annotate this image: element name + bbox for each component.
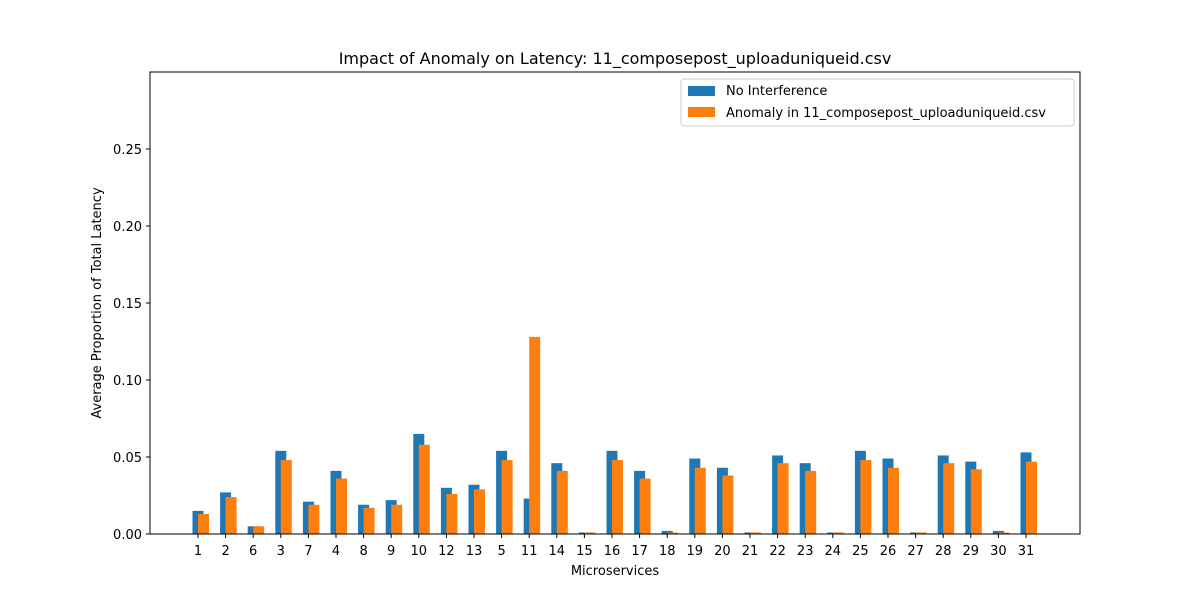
- y-axis-ticks: 0.00 0.05 0.10 0.15 0.20 0.25: [113, 143, 150, 543]
- bar-anomaly-10: [418, 444, 430, 534]
- x-tick-label-24: 24: [825, 544, 842, 559]
- x-tick-label-8: 8: [359, 544, 367, 559]
- bar-anomaly-17: [639, 478, 651, 534]
- bar-anomaly-25: [860, 460, 872, 534]
- bar-anomaly-3: [280, 460, 292, 534]
- x-tick-label-16: 16: [604, 544, 621, 559]
- bar-anomaly-31: [1026, 461, 1037, 534]
- bar-anomaly-27: [915, 532, 927, 534]
- x-tick-label-4: 4: [332, 544, 340, 559]
- bar-anomaly-29: [970, 469, 982, 534]
- bar-anomaly-30: [998, 532, 1010, 534]
- x-tick-label-28: 28: [935, 544, 952, 559]
- bars-layer: [192, 336, 1037, 534]
- x-tick-label-25: 25: [852, 544, 869, 559]
- y-tick-label-0.15: 0.15: [113, 297, 142, 312]
- bar-anomaly-24: [832, 532, 844, 534]
- chart-title: Impact of Anomaly on Latency: 11_compose…: [339, 49, 892, 69]
- legend-label-anomaly: Anomaly in 11_composepost_uploaduniqueid…: [726, 106, 1046, 121]
- y-tick-label-0.05: 0.05: [113, 451, 142, 466]
- bar-anomaly-16: [612, 460, 623, 534]
- x-tick-label-20: 20: [714, 544, 731, 559]
- x-tick-label-7: 7: [304, 544, 312, 559]
- x-tick-label-15: 15: [576, 544, 593, 559]
- x-tick-label-30: 30: [990, 544, 1007, 559]
- legend-swatch-anomaly: [688, 107, 715, 117]
- legend-swatch-no-interference: [688, 86, 715, 96]
- x-tick-label-1: 1: [194, 544, 202, 559]
- bar-anomaly-15: [584, 532, 596, 534]
- x-tick-label-11: 11: [521, 544, 538, 559]
- bar-anomaly-13: [474, 489, 485, 534]
- bar-anomaly-26: [888, 467, 899, 534]
- y-tick-label-0.00: 0.00: [113, 528, 142, 543]
- bar-no-interference-18: [661, 530, 673, 534]
- x-tick-label-21: 21: [742, 544, 759, 559]
- bar-anomaly-20: [722, 475, 734, 534]
- y-axis-label: Average Proportion of Total Latency: [90, 187, 105, 419]
- x-tick-label-17: 17: [631, 544, 648, 559]
- y-tick-label-0.25: 0.25: [113, 143, 142, 158]
- x-tick-label-3: 3: [277, 544, 285, 559]
- x-tick-label-31: 31: [1018, 544, 1035, 559]
- legend: No Interference Anomaly in 11_composepos…: [680, 78, 1075, 127]
- x-tick-label-27: 27: [907, 544, 924, 559]
- bar-anomaly-9: [391, 504, 403, 534]
- bar-anomaly-5: [501, 460, 513, 534]
- x-tick-label-5: 5: [497, 544, 505, 559]
- bar-anomaly-19: [694, 467, 706, 534]
- x-tick-label-22: 22: [769, 544, 786, 559]
- x-tick-label-26: 26: [880, 544, 897, 559]
- x-axis-label: Microservices: [571, 564, 660, 579]
- x-tick-label-13: 13: [466, 544, 483, 559]
- bar-anomaly-14: [556, 470, 568, 534]
- bar-anomaly-7: [308, 504, 320, 534]
- x-tick-label-29: 29: [963, 544, 980, 559]
- bar-anomaly-28: [943, 463, 955, 534]
- plot-area-frame: [149, 71, 1081, 535]
- bar-anomaly-18: [667, 532, 679, 534]
- x-tick-label-14: 14: [549, 544, 566, 559]
- x-tick-label-6: 6: [249, 544, 257, 559]
- x-axis-ticks: 1 2 6 3 7 4 8 9 10 12 13 5 11 14 15 16 17 18 19 20 21 22 23 24 2…: [194, 534, 1034, 559]
- legend-label-no-interference: No Interference: [726, 84, 827, 99]
- x-tick-label-9: 9: [387, 544, 395, 559]
- bar-anomaly-6: [253, 526, 265, 534]
- bar-anomaly-11: [529, 336, 541, 534]
- bar-anomaly-22: [777, 463, 789, 534]
- y-tick-label-0.20: 0.20: [113, 220, 142, 235]
- x-tick-label-10: 10: [411, 544, 428, 559]
- bar-anomaly-4: [336, 478, 347, 534]
- bar-anomaly-2: [225, 497, 237, 534]
- y-tick-label-0.10: 0.10: [113, 374, 142, 389]
- bar-anomaly-8: [363, 507, 375, 534]
- bar-no-interference-30: [992, 530, 1004, 534]
- x-tick-label-19: 19: [687, 544, 704, 559]
- bar-anomaly-1: [198, 513, 209, 534]
- x-tick-label-18: 18: [659, 544, 676, 559]
- x-tick-label-23: 23: [797, 544, 814, 559]
- bar-anomaly-12: [446, 493, 458, 534]
- bar-anomaly-21: [750, 532, 761, 534]
- x-tick-label-12: 12: [438, 544, 455, 559]
- bar-anomaly-23: [805, 470, 817, 534]
- x-tick-label-2: 2: [221, 544, 229, 559]
- legend-box: [680, 78, 1075, 127]
